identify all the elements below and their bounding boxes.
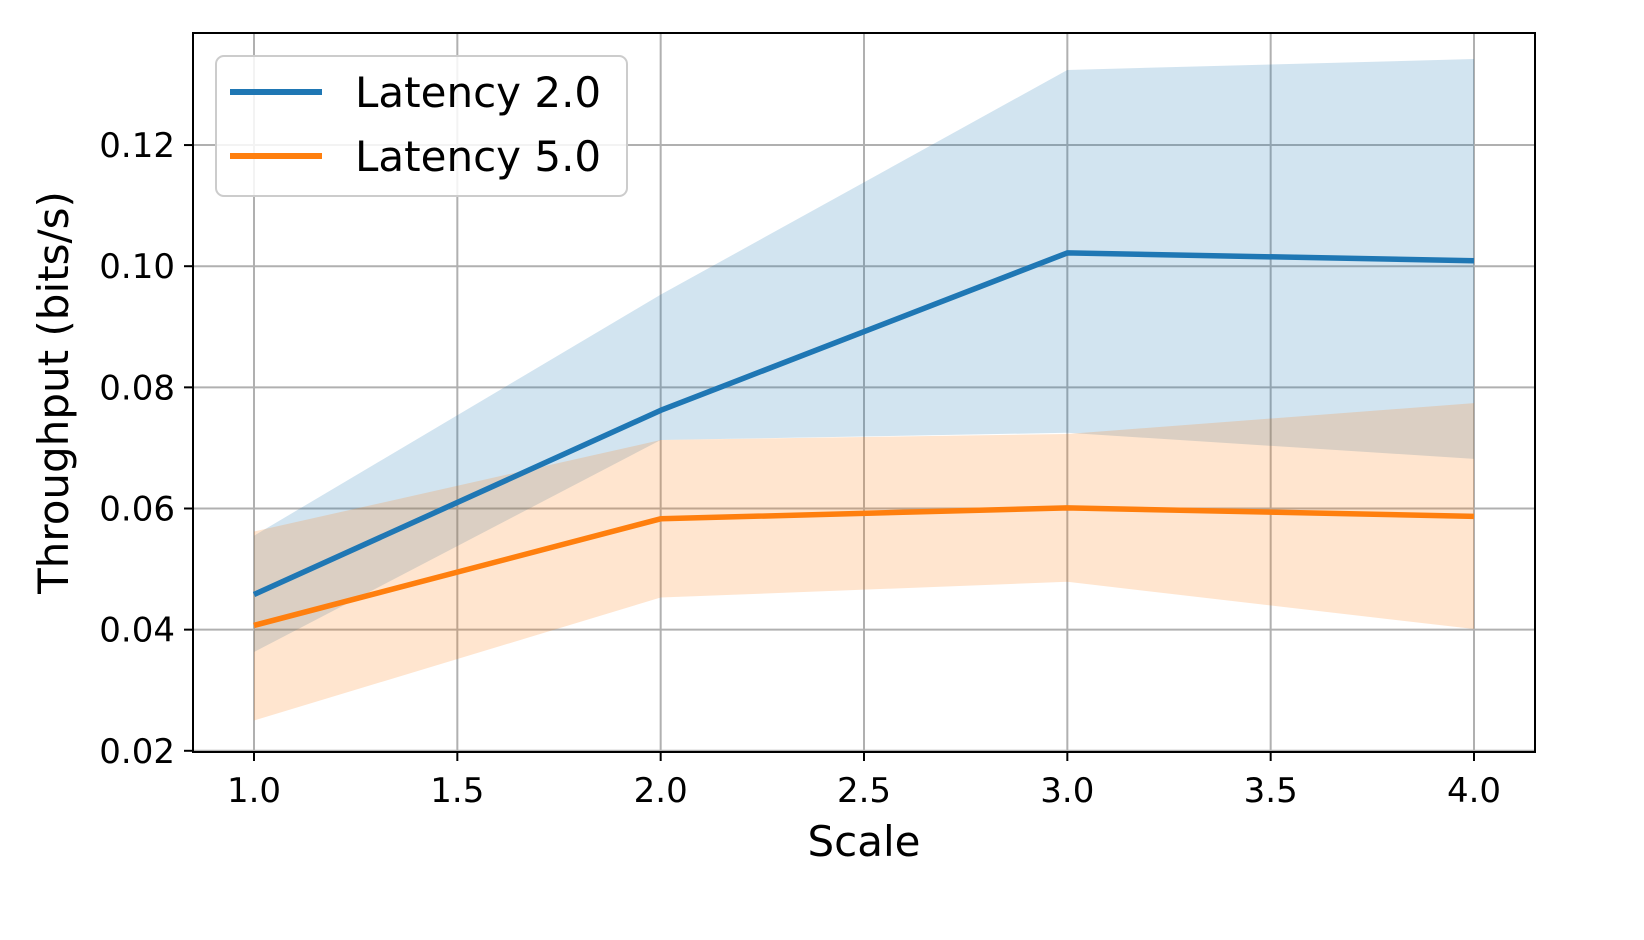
x-tick-label-1: 1.5: [430, 771, 484, 811]
x-axis-label: Scale: [808, 817, 921, 866]
legend: Latency 2.0 Latency 5.0: [215, 55, 628, 197]
grid: [193, 33, 1535, 752]
y-tick-label-2: 0.06: [99, 489, 175, 529]
legend-label-latency-2: Latency 2.0: [355, 68, 601, 117]
confidence-bands: [254, 59, 1474, 721]
x-tick-label-0: 1.0: [227, 771, 281, 811]
x-tick-label-4: 3.0: [1040, 771, 1094, 811]
y-tick-label-1: 0.04: [99, 611, 175, 651]
x-tick-label-5: 3.5: [1244, 771, 1298, 811]
x-tick-label-6: 4.0: [1447, 771, 1501, 811]
y-tick-label-4: 0.10: [99, 247, 175, 287]
band-series-1: [254, 403, 1474, 721]
x-tick-label-2: 2.0: [634, 771, 688, 811]
axis-ticks: 1.0 1.5 2.0 2.5 3.0 3.5 4.0 0.02 0.04 0.06 0.08 0.1…: [99, 126, 1501, 811]
line-series-0: [252, 250, 1475, 598]
y-tick-label-3: 0.08: [99, 368, 175, 408]
y-tick-label-5: 0.12: [99, 126, 175, 166]
legend-label-latency-5: Latency 5.0: [355, 132, 601, 181]
band-series-0: [254, 59, 1474, 653]
series-lines: [252, 250, 1475, 629]
x-tick-label-3: 2.5: [837, 771, 891, 811]
y-tick-label-0: 0.02: [99, 732, 175, 772]
y-axis-label: Throughput (bits/s): [29, 191, 78, 595]
line-series-1: [253, 505, 1475, 629]
